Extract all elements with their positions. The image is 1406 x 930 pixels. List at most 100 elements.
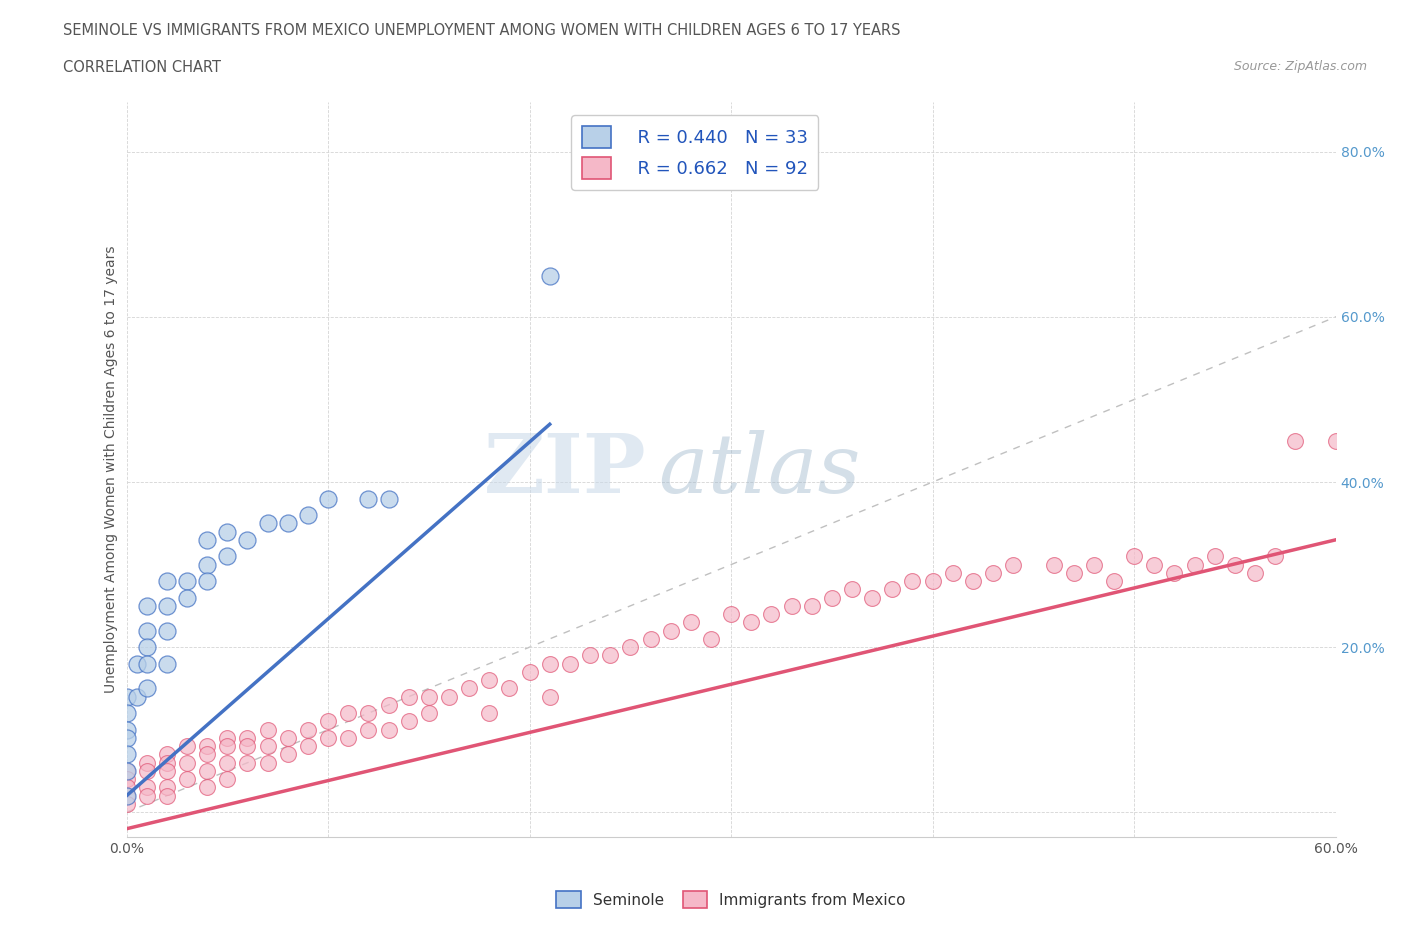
Point — [679, 615, 702, 630]
Text: CORRELATION CHART: CORRELATION CHART — [63, 60, 221, 75]
Point — [195, 557, 218, 572]
Point — [195, 738, 218, 753]
Point — [135, 623, 157, 638]
Point — [256, 723, 278, 737]
Point — [256, 738, 278, 753]
Point — [538, 268, 561, 283]
Point — [115, 772, 138, 787]
Point — [599, 648, 621, 663]
Point — [236, 738, 259, 753]
Point — [156, 657, 179, 671]
Text: ZIP: ZIP — [484, 430, 647, 510]
Point — [115, 796, 138, 811]
Point — [195, 780, 218, 795]
Point — [277, 730, 299, 745]
Point — [176, 574, 198, 589]
Point — [217, 730, 239, 745]
Point — [1123, 549, 1146, 564]
Point — [1002, 557, 1025, 572]
Point — [135, 657, 157, 671]
Point — [236, 532, 259, 547]
Point — [418, 706, 440, 721]
Point — [377, 698, 399, 712]
Point — [176, 772, 198, 787]
Point — [256, 516, 278, 531]
Point — [962, 574, 984, 589]
Point — [195, 532, 218, 547]
Point — [277, 747, 299, 762]
Point — [135, 755, 157, 770]
Point — [398, 689, 420, 704]
Point — [217, 772, 239, 787]
Point — [1223, 557, 1246, 572]
Point — [256, 755, 278, 770]
Point — [519, 664, 541, 679]
Point — [156, 789, 179, 804]
Point — [115, 689, 138, 704]
Point — [437, 689, 460, 704]
Point — [297, 738, 319, 753]
Point — [135, 780, 157, 795]
Point — [115, 706, 138, 721]
Point — [1284, 433, 1306, 448]
Point — [800, 598, 823, 613]
Point — [156, 755, 179, 770]
Point — [156, 598, 179, 613]
Point — [357, 723, 380, 737]
Point — [579, 648, 602, 663]
Point — [901, 574, 924, 589]
Point — [357, 491, 380, 506]
Point — [882, 582, 904, 597]
Point — [1324, 433, 1347, 448]
Point — [619, 640, 641, 655]
Point — [176, 591, 198, 605]
Point — [115, 780, 138, 795]
Point — [942, 565, 965, 580]
Point — [135, 764, 157, 778]
Point — [125, 657, 148, 671]
Point — [115, 764, 138, 778]
Point — [538, 657, 561, 671]
Point — [780, 598, 803, 613]
Point — [217, 755, 239, 770]
Point — [377, 723, 399, 737]
Text: SEMINOLE VS IMMIGRANTS FROM MEXICO UNEMPLOYMENT AMONG WOMEN WITH CHILDREN AGES 6: SEMINOLE VS IMMIGRANTS FROM MEXICO UNEMP… — [63, 23, 901, 38]
Point — [1042, 557, 1064, 572]
Point — [195, 764, 218, 778]
Point — [821, 591, 844, 605]
Point — [1184, 557, 1206, 572]
Point — [115, 789, 138, 804]
Point — [458, 681, 481, 696]
Point — [921, 574, 943, 589]
Point — [316, 730, 339, 745]
Point — [156, 780, 179, 795]
Point — [156, 574, 179, 589]
Point — [195, 574, 218, 589]
Point — [115, 747, 138, 762]
Point — [498, 681, 520, 696]
Point — [538, 689, 561, 704]
Point — [841, 582, 863, 597]
Point — [1264, 549, 1286, 564]
Point — [720, 606, 742, 621]
Point — [337, 730, 360, 745]
Point — [357, 706, 380, 721]
Text: atlas: atlas — [658, 430, 860, 510]
Point — [1163, 565, 1185, 580]
Point — [217, 525, 239, 539]
Point — [1102, 574, 1125, 589]
Point — [478, 672, 501, 687]
Point — [1143, 557, 1166, 572]
Point — [1204, 549, 1226, 564]
Point — [115, 789, 138, 804]
Point — [115, 730, 138, 745]
Point — [156, 747, 179, 762]
Point — [981, 565, 1004, 580]
Point — [195, 747, 218, 762]
Point — [115, 764, 138, 778]
Point — [297, 723, 319, 737]
Point — [1063, 565, 1085, 580]
Point — [135, 789, 157, 804]
Point — [860, 591, 883, 605]
Point — [135, 598, 157, 613]
